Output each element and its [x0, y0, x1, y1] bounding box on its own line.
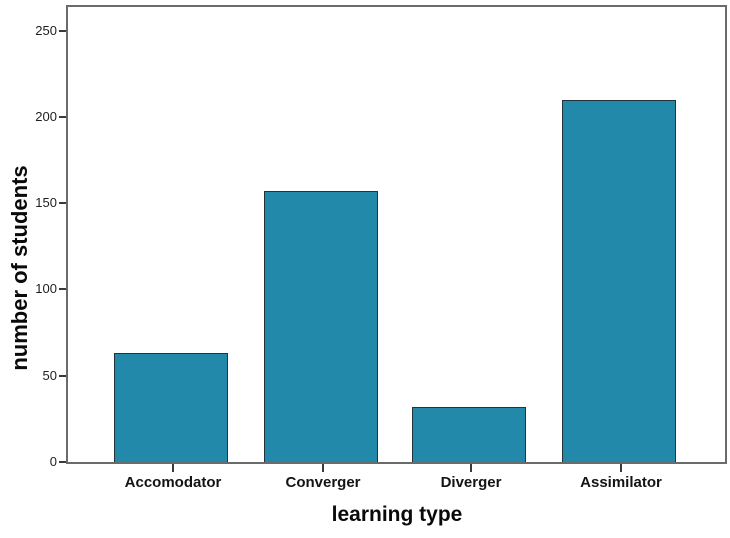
x-category-label: Accomodator	[124, 474, 222, 491]
bar-diverger	[412, 407, 526, 462]
y-tick-mark	[59, 374, 66, 377]
y-tick-mark	[59, 288, 66, 291]
y-tick-label: 250	[35, 22, 57, 38]
x-tick-mark	[172, 464, 174, 472]
x-category-label: Assimilator	[580, 474, 662, 491]
y-tick-mark	[59, 461, 66, 463]
y-tick-label: 50	[42, 367, 57, 383]
y-tick-mark	[59, 115, 66, 118]
x-tick-mark	[470, 464, 472, 472]
y-tick-label: 100	[35, 281, 57, 297]
x-category-label: Diverger	[440, 474, 502, 491]
x-category-label: Converger	[285, 474, 361, 491]
x-tick-mark	[322, 464, 324, 472]
bar-accomodator	[114, 353, 228, 462]
x-tick-mark	[620, 464, 622, 472]
plot-area	[66, 5, 727, 464]
bar-assimilator	[562, 100, 676, 462]
bar-converger	[264, 191, 378, 462]
x-axis-title: learning type	[331, 503, 463, 526]
y-tick-label: 200	[35, 108, 57, 124]
y-tick-mark	[59, 202, 66, 205]
y-tick-label: 0	[49, 454, 57, 469]
y-tick-label: 150	[35, 195, 57, 211]
y-tick-mark	[59, 29, 66, 32]
